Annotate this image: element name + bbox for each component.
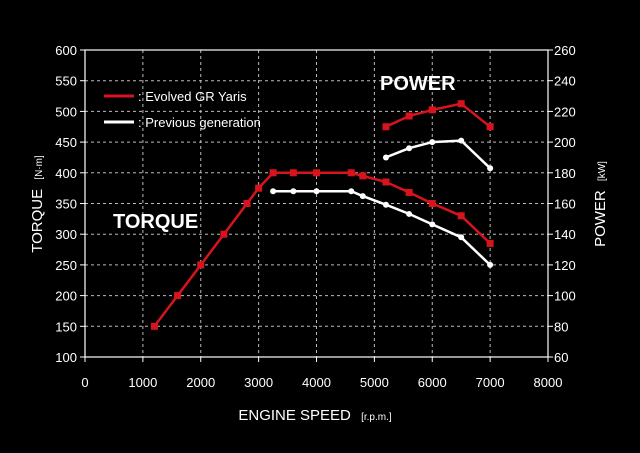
data-point-torque-previous: [359, 193, 366, 200]
left-axis-unit: [N·m]: [34, 155, 45, 180]
data-point-torque-evolved: [347, 169, 355, 177]
left-tick-label: 150: [55, 319, 77, 334]
data-point-torque-evolved: [269, 169, 277, 177]
data-point-power-evolved: [428, 106, 436, 114]
x-tick-label: 8000: [534, 375, 563, 390]
torque-annotation: TORQUE: [113, 211, 198, 233]
right-tick-label: 200: [554, 135, 576, 150]
legend-item-previous: : Previous generation: [104, 115, 261, 130]
legend: : Evolved GR Yaris : Previous generation: [104, 89, 261, 130]
data-point-torque-evolved: [486, 239, 494, 247]
x-tick-label: 6000: [418, 375, 447, 390]
x-axis-unit: [r.p.m.]: [361, 412, 392, 423]
x-tick-label: 3000: [244, 375, 273, 390]
left-axis-label: TORQUE: [29, 189, 46, 253]
series-torque-previous: [270, 188, 494, 268]
series-power-evolved: [382, 100, 494, 131]
right-tick-label: 220: [554, 104, 576, 119]
data-point-torque-evolved: [382, 178, 390, 186]
axes: [80, 49, 553, 362]
left-tick-label: 450: [55, 135, 77, 150]
data-point-torque-evolved: [457, 212, 465, 220]
left-tick-label: 400: [55, 166, 77, 181]
data-point-torque-previous: [313, 188, 320, 195]
tick-labels: 100 150 200 250 300 350 400 450 500 550 600 60 80 100…: [55, 43, 575, 390]
left-tick-label: 500: [55, 104, 77, 119]
series-line-torque-evolved: [153, 171, 491, 328]
right-tick-label: 120: [554, 258, 576, 273]
data-point-torque-evolved: [243, 200, 251, 207]
data-point-torque-evolved: [289, 169, 297, 177]
x-tick-label: 5000: [360, 375, 389, 390]
left-axis-title: TORQUE [N·m]: [29, 155, 46, 253]
data-point-power-evolved: [486, 123, 494, 131]
x-axis-label: ENGINE SPEED: [238, 407, 351, 424]
right-tick-label: 260: [554, 43, 576, 58]
right-tick-label: 180: [554, 166, 576, 181]
data-point-power-previous: [487, 165, 494, 172]
x-tick-label: 0: [81, 375, 88, 390]
left-tick-label: 200: [55, 289, 77, 304]
right-tick-label: 160: [554, 197, 576, 212]
right-axis-unit: [kW]: [597, 161, 608, 181]
right-axis-label: POWER: [592, 190, 609, 247]
series: [150, 100, 494, 330]
data-point-torque-evolved: [359, 172, 367, 180]
power-annotation: POWER: [380, 73, 456, 95]
x-tick-label: 7000: [476, 375, 505, 390]
data-point-torque-evolved: [150, 322, 158, 330]
left-tick-label: 600: [55, 43, 77, 58]
series-line-torque-previous: [273, 189, 491, 266]
data-point-power-previous: [429, 139, 436, 146]
data-point-torque-previous: [382, 201, 389, 208]
right-tick-label: 80: [554, 319, 568, 334]
right-tick-label: 100: [554, 289, 576, 304]
legend-label-previous: : Previous generation: [138, 115, 261, 130]
legend-item-evolved: : Evolved GR Yaris: [104, 89, 247, 104]
right-axis-title: POWER [kW]: [592, 161, 609, 247]
right-tick-label: 60: [554, 350, 568, 365]
data-point-torque-previous: [487, 261, 494, 268]
data-point-torque-evolved: [197, 261, 205, 269]
left-tick-label: 250: [55, 258, 77, 273]
right-tick-label: 240: [554, 74, 576, 89]
series-power-previous: [382, 137, 494, 172]
data-point-torque-evolved: [255, 184, 263, 192]
data-point-torque-previous: [406, 210, 413, 217]
data-point-power-previous: [458, 137, 465, 144]
data-point-power-evolved: [382, 123, 390, 131]
data-point-torque-previous: [429, 221, 436, 228]
data-point-power-evolved: [405, 112, 413, 120]
data-point-torque-previous: [458, 234, 465, 241]
data-point-torque-previous: [348, 188, 355, 195]
data-point-torque-previous: [290, 188, 297, 195]
data-point-torque-evolved: [220, 230, 228, 238]
data-point-torque-previous: [270, 188, 277, 195]
left-tick-label: 100: [55, 350, 77, 365]
data-point-torque-evolved: [174, 292, 182, 300]
data-point-torque-evolved: [405, 188, 413, 196]
x-tick-label: 2000: [186, 375, 215, 390]
data-point-torque-evolved: [428, 200, 436, 207]
data-point-torque-evolved: [313, 169, 320, 177]
legend-label-evolved: : Evolved GR Yaris: [138, 89, 247, 104]
x-tick-label: 1000: [128, 375, 157, 390]
left-tick-label: 550: [55, 74, 77, 89]
left-tick-label: 350: [55, 197, 77, 212]
x-tick-label: 4000: [302, 375, 331, 390]
data-point-power-previous: [382, 154, 389, 161]
left-tick-label: 300: [55, 227, 77, 242]
data-point-power-evolved: [457, 100, 465, 108]
right-tick-label: 140: [554, 227, 576, 242]
data-point-power-previous: [406, 145, 413, 152]
series-torque-evolved: [150, 169, 494, 330]
x-axis-title: ENGINE SPEED [r.p.m.]: [238, 407, 391, 424]
